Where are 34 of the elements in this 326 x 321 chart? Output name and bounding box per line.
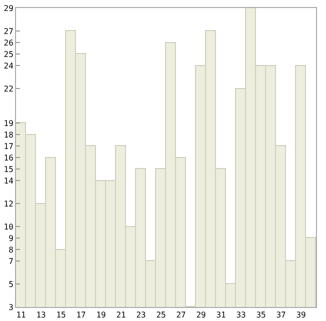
y-tick-label: 26 [4,38,14,48]
y-tick-label: 5 [8,280,14,289]
y-tick-label: 3 [8,302,14,312]
y-tick-label: 17 [4,142,14,151]
x-tick-label: 33 [236,310,246,320]
x-tick-label: 27 [176,310,186,320]
x-tick-label: 13 [36,310,46,320]
y-tick-label: 9 [8,234,14,243]
x-tick-label: 35 [256,310,266,320]
y-tick-label: 27 [4,26,14,36]
y-tick-label: 24 [4,61,14,70]
x-tick-label: 39 [296,310,306,320]
y-tick-label: 16 [4,153,14,162]
y-tick-label: 22 [4,84,14,94]
y-tick-label: 14 [4,176,14,186]
x-tick-label: 25 [156,310,166,320]
y-tick-label: 19 [4,118,14,128]
x-tick-label: 37 [276,310,286,320]
x-tick-label: 19 [96,310,106,320]
x-tick-label: 11 [16,310,26,320]
x-tick-label: 23 [136,310,146,320]
y-tick-label: 7 [8,256,14,266]
x-tick-label: 15 [56,310,66,320]
y-tick-label: 15 [4,164,14,174]
y-tick-label: 29 [4,4,14,13]
x-tick-label: 21 [116,310,126,320]
y-tick-label: 12 [4,199,14,208]
y-tick-label: 10 [4,222,14,232]
x-tick-label: 29 [196,310,206,320]
y-tick-label: 8 [8,245,14,254]
x-tick-label: 17 [76,310,86,320]
y-tick-label: 18 [4,130,14,140]
y-tick-label: 25 [4,50,14,59]
x-tick-label: 31 [216,310,226,320]
